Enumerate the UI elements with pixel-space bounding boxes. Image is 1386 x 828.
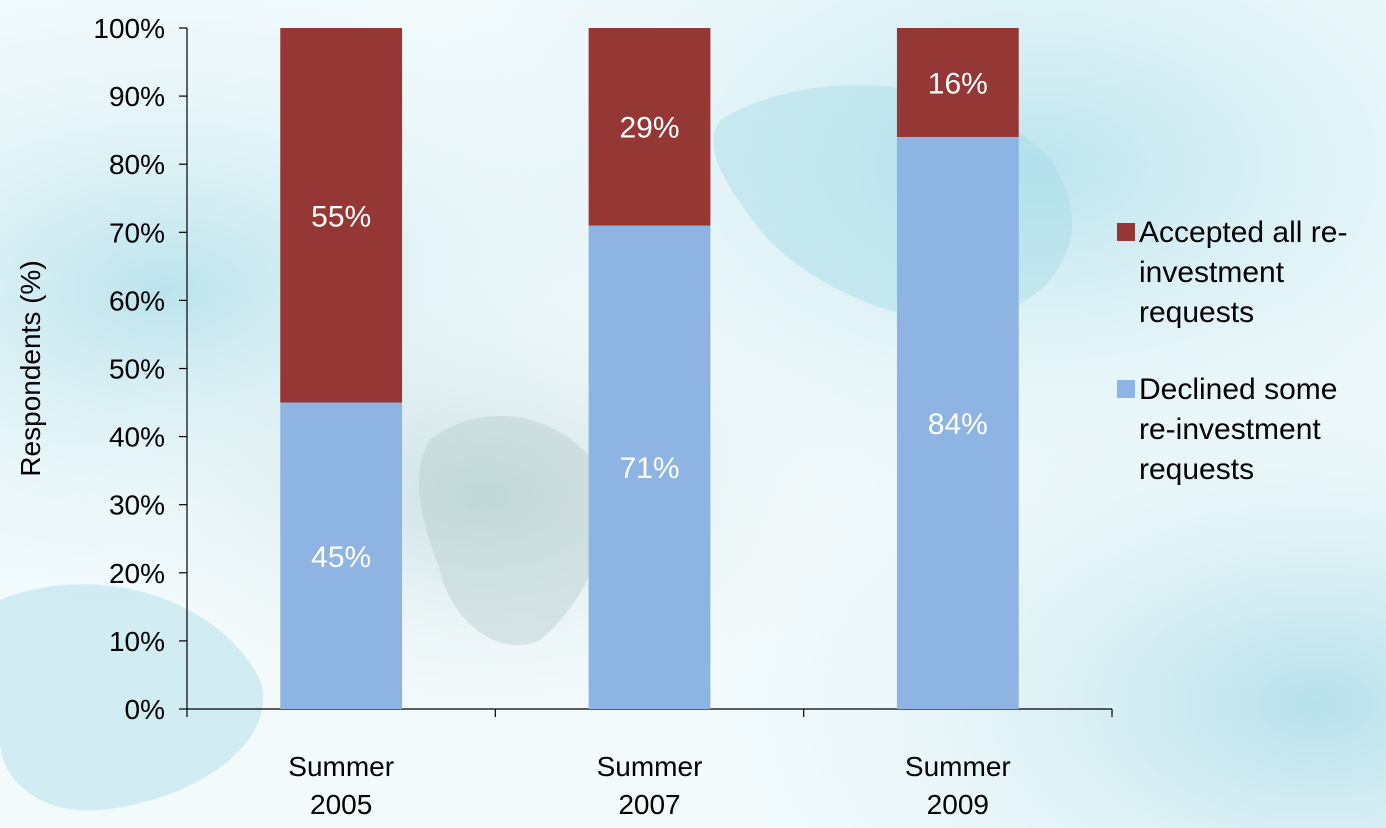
legend-swatch (1117, 223, 1135, 241)
y-tick-label: 80% (109, 149, 165, 180)
bar-data-label: 45% (311, 541, 371, 574)
bar-data-label: 84% (928, 408, 988, 441)
bar-data-label: 29% (619, 112, 679, 145)
legend-label: re-investment (1139, 413, 1321, 446)
y-tick-label: 70% (109, 217, 165, 248)
y-tick-label: 30% (109, 490, 165, 521)
bar-segment (280, 402, 403, 709)
legend-swatch (1117, 380, 1135, 398)
x-tick-label: Summer (288, 751, 394, 782)
y-tick-label: 100% (93, 13, 165, 44)
bar-segment (896, 136, 1019, 709)
legend-label: Declined some (1139, 373, 1337, 406)
bar-segment (588, 28, 711, 226)
bar-segment (280, 28, 403, 403)
y-tick-label: 60% (109, 285, 165, 316)
legend-label: requests (1139, 296, 1254, 329)
legend-label: investment (1139, 256, 1285, 289)
y-tick-label: 0% (125, 694, 165, 725)
y-tick-label: 50% (109, 354, 165, 385)
bar-data-label: 71% (619, 452, 679, 485)
legend-label: requests (1139, 453, 1254, 486)
y-tick-label: 10% (109, 626, 165, 657)
y-tick-label: 40% (109, 422, 165, 453)
x-tick-label: Summer (905, 751, 1011, 782)
x-tick-label: Summer (597, 751, 703, 782)
x-tick-label: 2005 (310, 789, 372, 820)
x-tick-label: 2007 (618, 789, 680, 820)
bar-segment (896, 28, 1019, 137)
bar-data-label: 16% (928, 67, 988, 100)
bar-data-label: 55% (311, 200, 371, 233)
y-tick-label: 20% (109, 558, 165, 589)
y-tick-label: 90% (109, 81, 165, 112)
x-tick-label: 2009 (927, 789, 989, 820)
legend-label: Accepted all re- (1139, 216, 1347, 249)
y-axis-title: Respondents (%) (15, 260, 46, 476)
bar-segment (588, 225, 711, 710)
